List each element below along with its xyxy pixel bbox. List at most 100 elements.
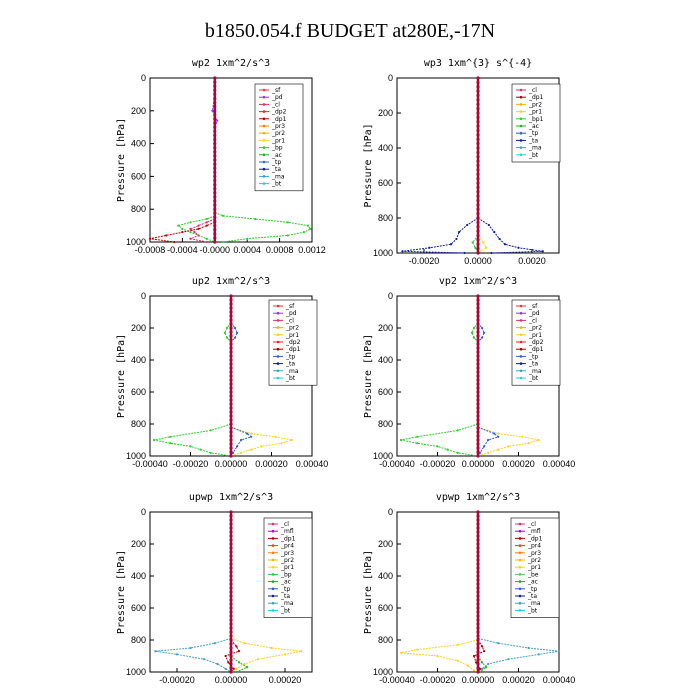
y-tick-label: 1000: [126, 451, 146, 461]
zero-profile-point: [229, 546, 233, 550]
series-point: [250, 448, 253, 451]
zero-profile-point: [229, 570, 233, 574]
zero-profile-point: [213, 76, 217, 80]
zero-profile-point: [229, 526, 233, 530]
y-axis-label: Pressure [hPa]: [116, 334, 127, 418]
zero-profile-point: [476, 578, 480, 582]
series-point: [243, 642, 246, 645]
zero-profile-point: [476, 390, 480, 394]
zero-profile-point: [229, 510, 233, 514]
zero-profile-point: [476, 654, 480, 658]
series-point: [485, 666, 488, 669]
series-point: [401, 250, 404, 253]
legend-label: _bt: [280, 607, 291, 614]
x-tick-label: -0.00040: [379, 675, 415, 685]
legend-label: _tp: [527, 586, 537, 593]
series-point: [154, 650, 157, 653]
figure-title: b1850.054.f BUDGET at280E,-17N: [204, 20, 496, 42]
zero-profile-point: [229, 326, 233, 330]
legend-marker: [271, 558, 275, 562]
y-tick-label: 1000: [373, 667, 393, 677]
series-point: [197, 227, 200, 230]
zero-profile-point: [476, 594, 480, 598]
legend-label: _tp: [528, 353, 538, 360]
series-point: [507, 658, 510, 661]
series-point: [537, 653, 540, 656]
zero-profile-point: [476, 662, 480, 666]
x-tick-label: -0.00020: [159, 675, 195, 685]
legend-marker: [518, 573, 522, 576]
legend-label: _tp: [280, 586, 290, 593]
legend-label: _dp1: [271, 116, 287, 123]
series-point: [233, 326, 237, 330]
series-point: [521, 435, 524, 438]
zero-profile-point: [476, 446, 480, 450]
zero-profile-point: [229, 666, 233, 670]
legend-label: _mfl: [527, 528, 541, 535]
zero-profile-point: [476, 225, 480, 229]
legend-label: _cl: [528, 87, 537, 94]
zero-profile-point: [476, 159, 480, 163]
y-tick-label: 800: [131, 635, 146, 645]
series-point: [472, 326, 476, 330]
legend-marker: [262, 153, 266, 157]
y-tick-label: 400: [131, 571, 146, 581]
zero-profile-point: [213, 113, 217, 117]
legend-marker: [519, 124, 523, 128]
series-point: [209, 451, 212, 454]
zero-profile-point: [229, 522, 233, 526]
legend-label: _ta: [528, 361, 538, 368]
legend-label: _pr3: [527, 550, 541, 557]
zero-profile-point: [229, 358, 233, 362]
zero-profile-point: [476, 670, 480, 674]
legend-label: _pr1: [528, 332, 542, 339]
legend-label: _pr1: [280, 564, 294, 571]
zero-profile-point: [476, 194, 480, 198]
legend-label: _pr2: [285, 325, 299, 332]
zero-profile-point: [229, 642, 233, 646]
legend-label: _pr2: [280, 557, 294, 564]
series-point: [254, 217, 257, 221]
legend-marker: [519, 355, 523, 358]
zero-profile-point: [213, 203, 217, 207]
zero-profile-point: [229, 338, 233, 342]
legend-marker: [271, 544, 275, 547]
series-point: [471, 241, 474, 244]
zero-profile-point: [476, 216, 480, 220]
series-point: [497, 448, 500, 451]
legend-label: _bt: [271, 181, 282, 188]
legend-label: _dp2: [528, 339, 544, 346]
legend-label: _bp1: [528, 116, 544, 123]
zero-profile-point: [213, 195, 217, 199]
series-point: [205, 237, 208, 240]
zero-profile-point: [476, 338, 480, 342]
zero-profile-point: [229, 410, 233, 414]
x-tick-label: 0.0020: [518, 256, 546, 266]
zero-profile-point: [476, 602, 480, 606]
series-point: [224, 667, 227, 670]
series-point: [221, 214, 224, 217]
legend-label: _ta: [271, 166, 281, 173]
series-point: [541, 250, 544, 253]
series-point: [306, 224, 310, 227]
series-point: [302, 231, 305, 234]
zero-profile-point: [476, 233, 480, 238]
zero-profile-point: [213, 224, 217, 228]
legend-marker: [518, 609, 522, 612]
y-tick-label: 200: [378, 539, 393, 549]
series-point: [436, 654, 439, 658]
series-point: [474, 661, 478, 664]
y-tick-label: 200: [131, 106, 146, 116]
series-point: [482, 241, 485, 244]
legend-label: _bt: [528, 152, 539, 159]
zero-profile-point: [476, 622, 480, 626]
series-point: [216, 119, 219, 122]
x-tick-label: 0.0004: [233, 245, 261, 255]
y-tick-label: 0: [141, 507, 146, 517]
zero-profile-point: [229, 650, 233, 654]
series-point: [485, 246, 488, 249]
y-tick-label: 600: [378, 603, 393, 613]
legend-marker: [518, 601, 522, 605]
legend-marker: [276, 319, 280, 322]
y-tick-label: 0: [388, 73, 393, 83]
